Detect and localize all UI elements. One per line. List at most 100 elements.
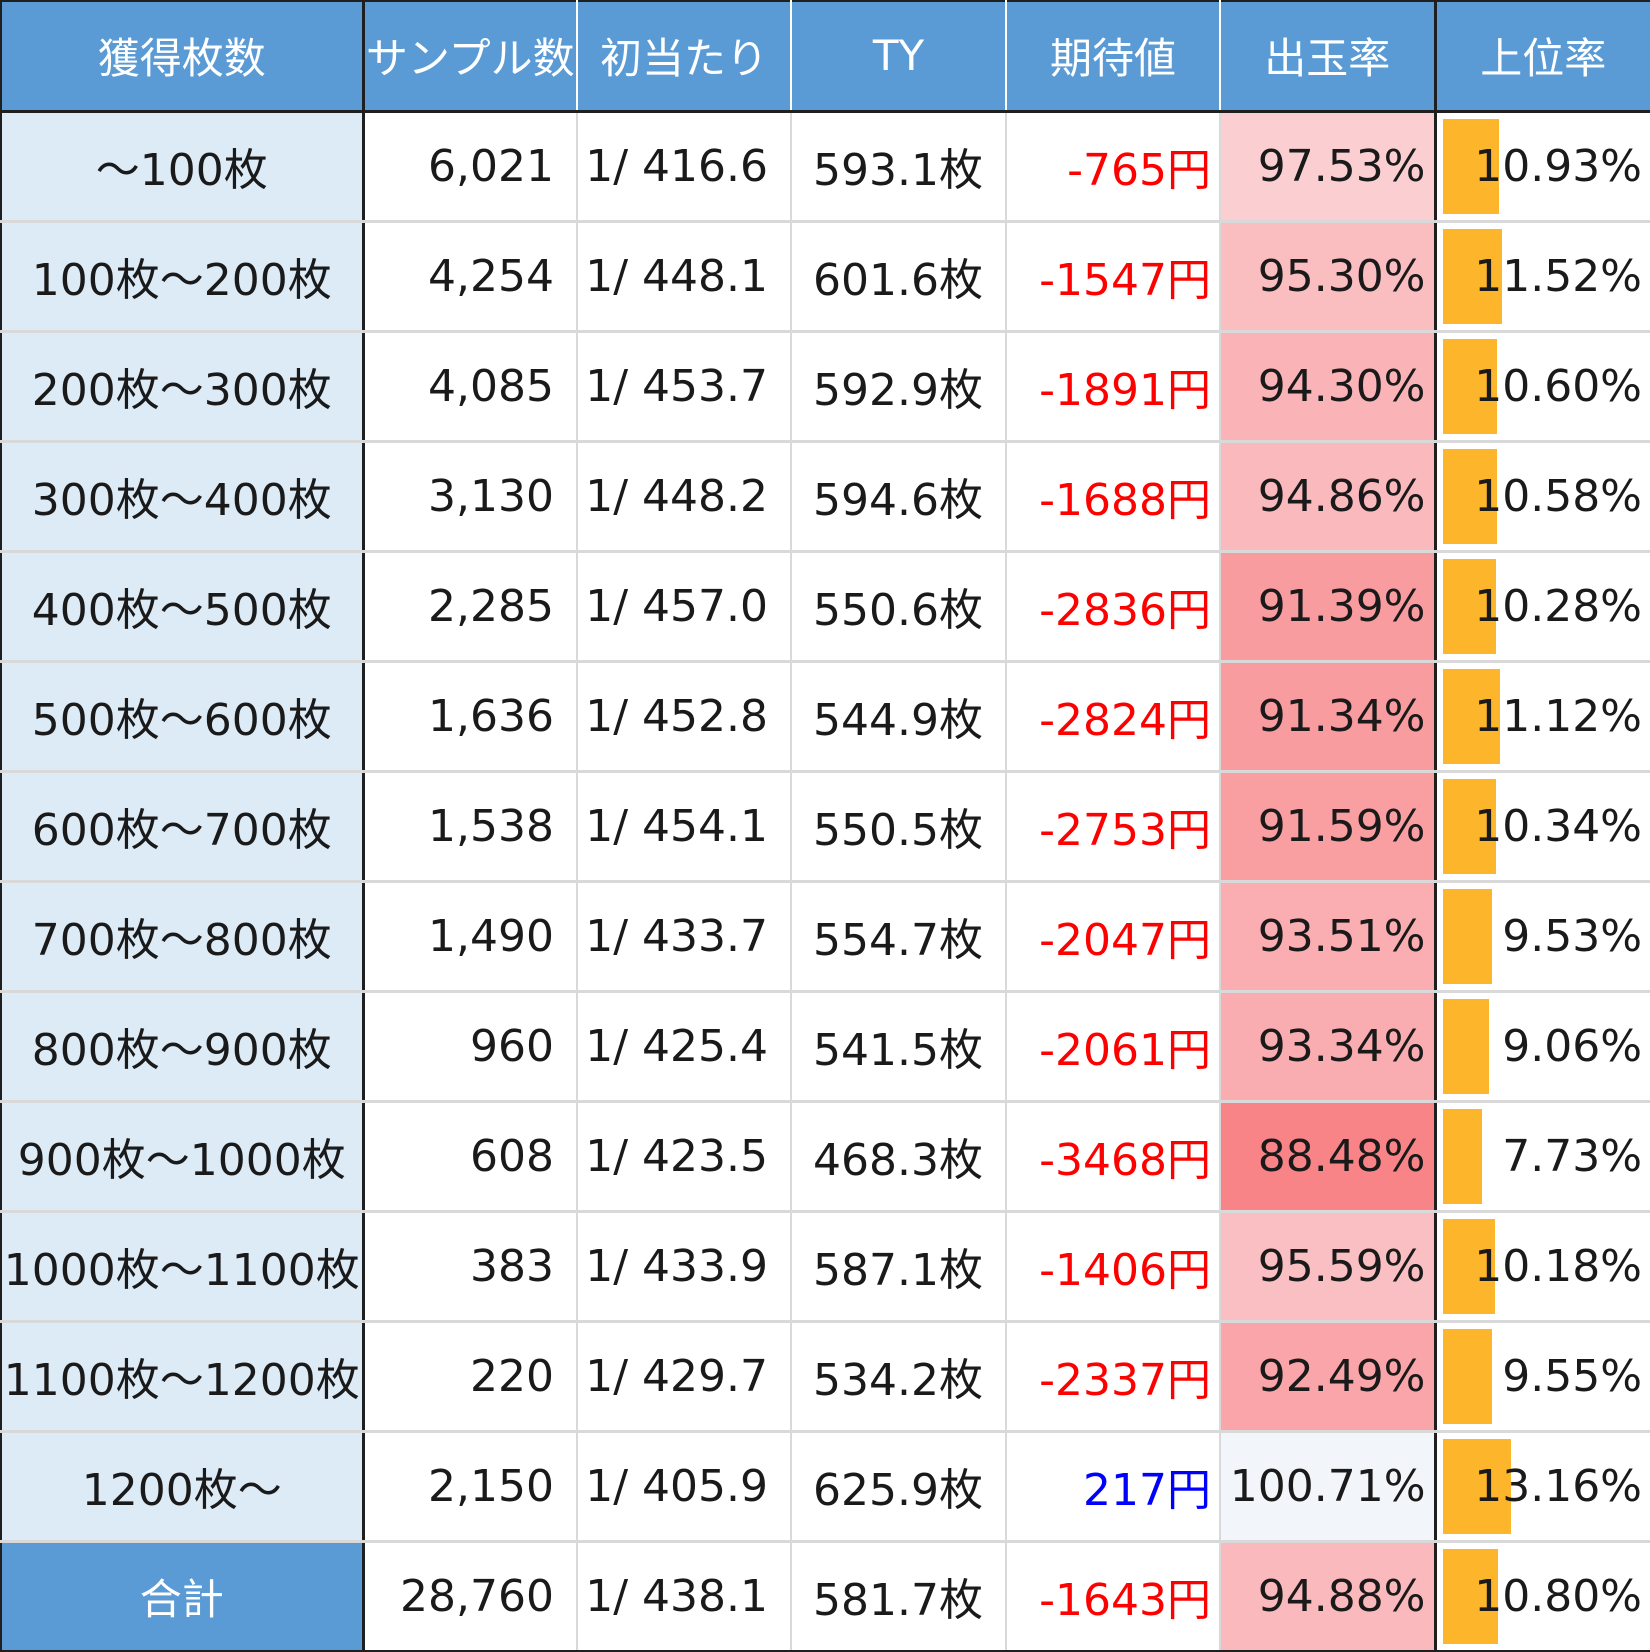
payout-rate-cell: 93.34% bbox=[1220, 991, 1437, 1103]
top-rate-bar bbox=[1442, 1438, 1511, 1534]
expected-value-cell: -3468円 bbox=[1006, 1101, 1221, 1213]
header-samples: サンプル数 bbox=[363, 0, 578, 113]
total-top-rate: 10.80% bbox=[1474, 1570, 1642, 1622]
top-rate-cell: 11.12% bbox=[1435, 661, 1650, 773]
payout-rate-cell: 88.48% bbox=[1220, 1101, 1437, 1213]
top-rate-bar bbox=[1442, 1108, 1483, 1204]
payout-rate-cell: 95.30% bbox=[1220, 221, 1437, 333]
first-hit-cell: 1/ 448.1 bbox=[577, 221, 792, 333]
top-rate-value: 10.28% bbox=[1474, 580, 1642, 632]
top-rate-bar bbox=[1442, 778, 1496, 874]
table-row: 200枚～300枚 4,085 1/ 453.7 592.9枚 -1891円 94.30%… bbox=[0, 331, 1650, 443]
first-hit-cell: 1/ 423.5 bbox=[577, 1101, 792, 1213]
table-row: 1100枚～1200枚 220 1/ 429.7 534.2枚 -2337円 92.49%… bbox=[0, 1321, 1650, 1433]
top-rate-cell: 9.55% bbox=[1435, 1321, 1650, 1433]
expected-value-cell: -2836円 bbox=[1006, 551, 1221, 663]
payout-rate-cell: 94.30% bbox=[1220, 331, 1437, 443]
range-cell: 300枚～400枚 bbox=[0, 441, 365, 553]
table-row: ～100枚 6,021 1/ 416.6 593.1枚 -765円 97.53% 10.93… bbox=[0, 111, 1650, 223]
top-rate-value: 10.18% bbox=[1474, 1240, 1642, 1292]
first-hit-cell: 1/ 416.6 bbox=[577, 111, 792, 223]
payout-rate-cell: 92.49% bbox=[1220, 1321, 1437, 1433]
ty-cell: 534.2枚 bbox=[791, 1321, 1007, 1433]
payout-rate-cell: 91.34% bbox=[1220, 661, 1437, 773]
payout-rate-cell: 94.86% bbox=[1220, 441, 1437, 553]
expected-value-cell: -2337円 bbox=[1006, 1321, 1221, 1433]
top-rate-value: 11.12% bbox=[1474, 690, 1642, 742]
samples-cell: 960 bbox=[363, 991, 578, 1103]
top-rate-cell: 10.60% bbox=[1435, 331, 1650, 443]
table-row: 400枚～500枚 2,285 1/ 457.0 550.6枚 -2836円 91.39%… bbox=[0, 551, 1650, 663]
expected-value-cell: -1891円 bbox=[1006, 331, 1221, 443]
expected-value-cell: -2047円 bbox=[1006, 881, 1221, 993]
ty-cell: 601.6枚 bbox=[791, 221, 1007, 333]
samples-cell: 1,490 bbox=[363, 881, 578, 993]
first-hit-cell: 1/ 405.9 bbox=[577, 1431, 792, 1543]
samples-cell: 608 bbox=[363, 1101, 578, 1213]
top-rate-cell: 13.16% bbox=[1435, 1431, 1650, 1543]
payout-rate-cell: 95.59% bbox=[1220, 1211, 1437, 1323]
ty-cell: 587.1枚 bbox=[791, 1211, 1007, 1323]
samples-cell: 220 bbox=[363, 1321, 578, 1433]
range-cell: ～100枚 bbox=[0, 111, 365, 223]
first-hit-cell: 1/ 429.7 bbox=[577, 1321, 792, 1433]
top-rate-cell: 9.53% bbox=[1435, 881, 1650, 993]
top-rate-bar bbox=[1442, 228, 1503, 324]
ty-cell: 544.9枚 bbox=[791, 661, 1007, 773]
samples-cell: 383 bbox=[363, 1211, 578, 1323]
table-row: 100枚～200枚 4,254 1/ 448.1 601.6枚 -1547円 95.30%… bbox=[0, 221, 1650, 333]
payout-rate-cell: 91.39% bbox=[1220, 551, 1437, 663]
top-rate-value: 9.55% bbox=[1502, 1350, 1642, 1402]
table-row: 600枚～700枚 1,538 1/ 454.1 550.5枚 -2753円 91.59%… bbox=[0, 771, 1650, 883]
top-rate-cell: 9.06% bbox=[1435, 991, 1650, 1103]
top-rate-cell: 10.58% bbox=[1435, 441, 1650, 553]
first-hit-cell: 1/ 452.8 bbox=[577, 661, 792, 773]
range-cell: 800枚～900枚 bbox=[0, 991, 365, 1103]
table-body: ～100枚 6,021 1/ 416.6 593.1枚 -765円 97.53% 10.93… bbox=[0, 111, 1650, 1543]
top-rate-value: 11.52% bbox=[1474, 250, 1642, 302]
range-cell: 100枚～200枚 bbox=[0, 221, 365, 333]
header-ty: TY bbox=[791, 0, 1007, 113]
ty-cell: 468.3枚 bbox=[791, 1101, 1007, 1213]
ty-cell: 593.1枚 bbox=[791, 111, 1007, 223]
total-label: 合計 bbox=[0, 1539, 365, 1652]
top-rate-value: 7.73% bbox=[1502, 1130, 1642, 1182]
table-row: 300枚～400枚 3,130 1/ 448.2 594.6枚 -1688円 94.86%… bbox=[0, 441, 1650, 553]
ty-cell: 550.6枚 bbox=[791, 551, 1007, 663]
table-row: 800枚～900枚 960 1/ 425.4 541.5枚 -2061円 93.34% 9.… bbox=[0, 991, 1650, 1103]
total-first-hit: 1/ 438.1 bbox=[577, 1539, 792, 1652]
first-hit-cell: 1/ 457.0 bbox=[577, 551, 792, 663]
payout-rate-cell: 91.59% bbox=[1220, 771, 1437, 883]
range-cell: 1200枚～ bbox=[0, 1431, 365, 1543]
header-top-rate: 上位率 bbox=[1435, 0, 1650, 113]
total-top-rate-bar bbox=[1442, 1548, 1499, 1644]
first-hit-cell: 1/ 453.7 bbox=[577, 331, 792, 443]
top-rate-cell: 10.34% bbox=[1435, 771, 1650, 883]
top-rate-value: 10.60% bbox=[1474, 360, 1642, 412]
samples-cell: 1,636 bbox=[363, 661, 578, 773]
header-expected-value: 期待値 bbox=[1006, 0, 1221, 113]
top-rate-value: 10.34% bbox=[1474, 800, 1642, 852]
first-hit-cell: 1/ 454.1 bbox=[577, 771, 792, 883]
samples-cell: 4,254 bbox=[363, 221, 578, 333]
top-rate-bar bbox=[1442, 558, 1496, 654]
ty-cell: 592.9枚 bbox=[791, 331, 1007, 443]
ty-cell: 554.7枚 bbox=[791, 881, 1007, 993]
ty-cell: 594.6枚 bbox=[791, 441, 1007, 553]
top-rate-bar bbox=[1442, 448, 1498, 544]
top-rate-bar bbox=[1442, 998, 1490, 1094]
top-rate-bar bbox=[1442, 888, 1492, 984]
expected-value-cell: -2061円 bbox=[1006, 991, 1221, 1103]
total-payout-rate: 94.88% bbox=[1220, 1539, 1437, 1652]
range-cell: 1100枚～1200枚 bbox=[0, 1321, 365, 1433]
total-samples: 28,760 bbox=[363, 1539, 578, 1652]
expected-value-cell: 217円 bbox=[1006, 1431, 1221, 1543]
first-hit-cell: 1/ 433.7 bbox=[577, 881, 792, 993]
top-rate-value: 10.58% bbox=[1474, 470, 1642, 522]
total-top-rate-cell: 10.80% bbox=[1435, 1539, 1650, 1652]
range-cell: 700枚～800枚 bbox=[0, 881, 365, 993]
total-ty: 581.7枚 bbox=[791, 1539, 1007, 1652]
top-rate-cell: 10.28% bbox=[1435, 551, 1650, 663]
samples-cell: 4,085 bbox=[363, 331, 578, 443]
